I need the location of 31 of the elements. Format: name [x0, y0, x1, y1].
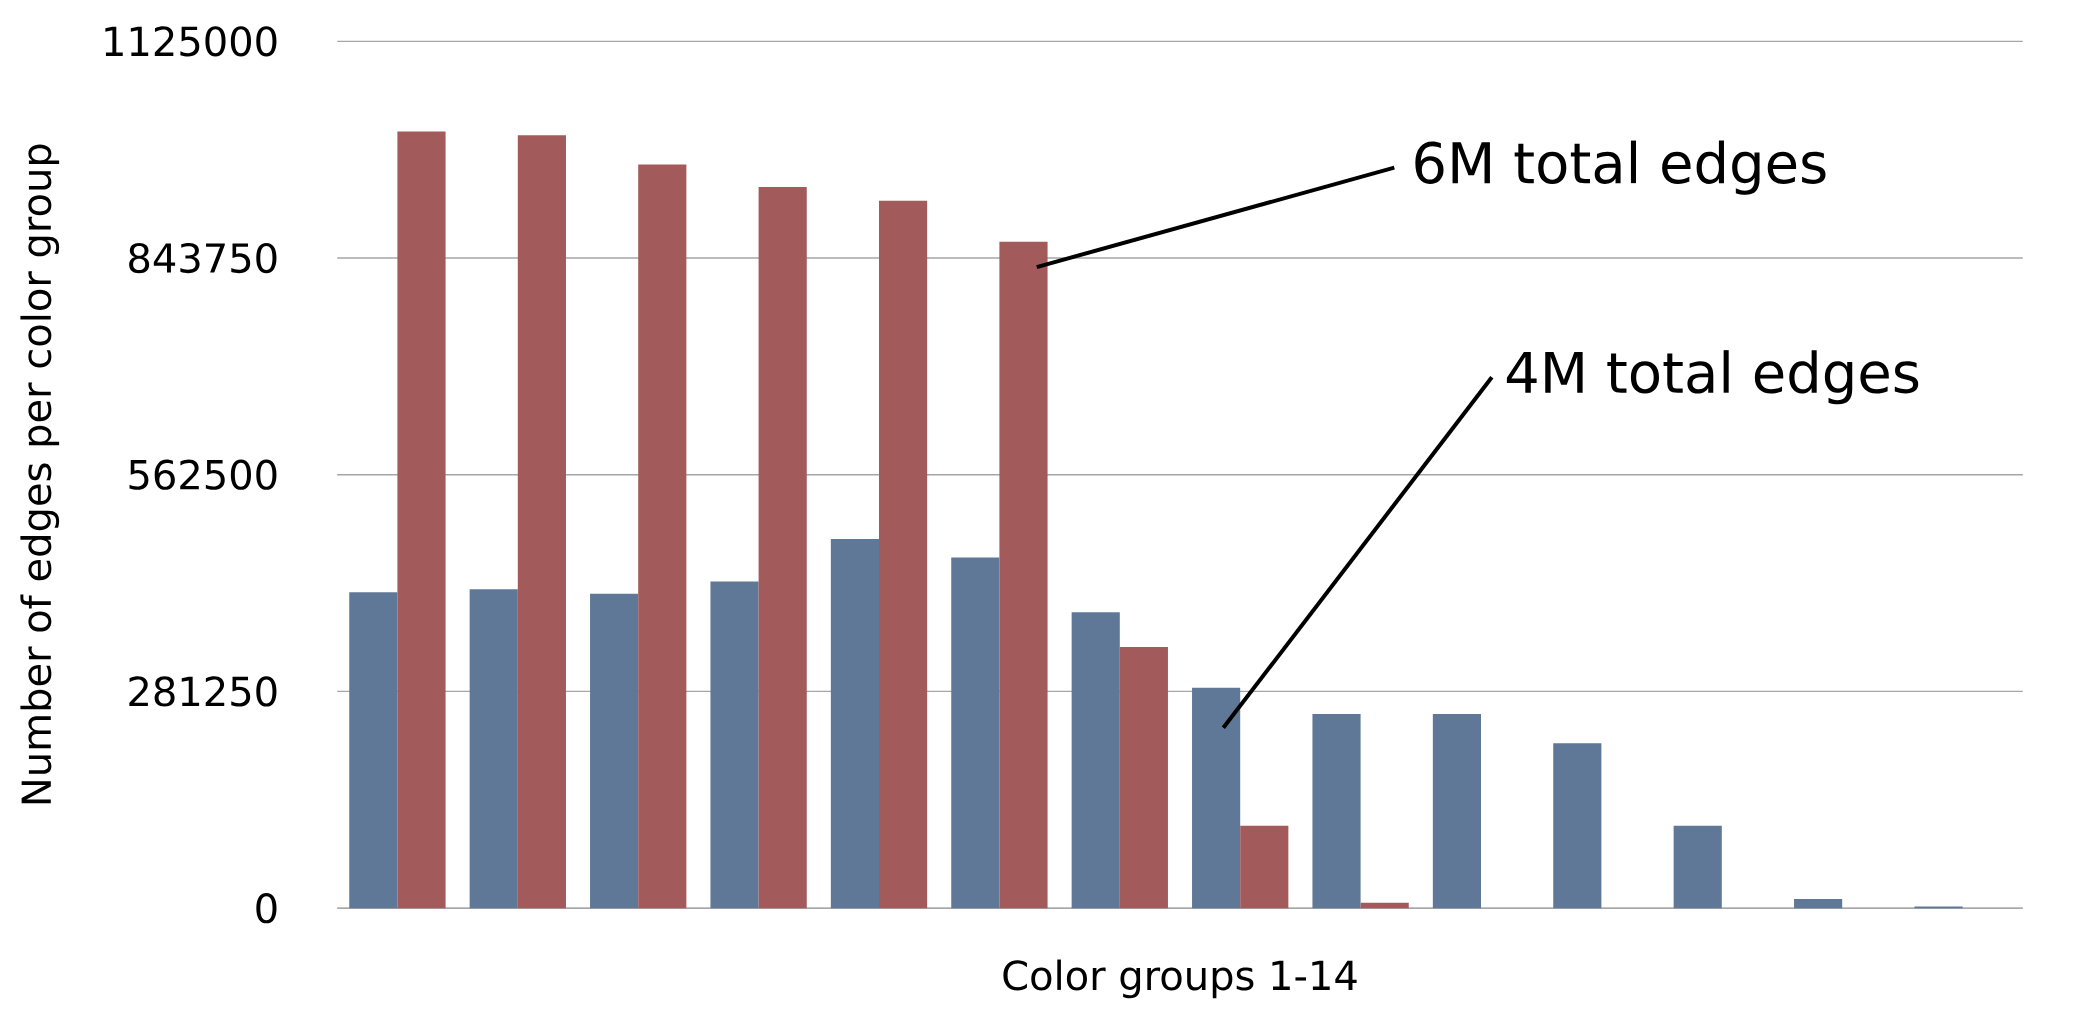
bar	[469, 588, 518, 908]
bar	[1119, 646, 1168, 908]
x-axis-title: Color groups 1-14	[1003, 959, 1357, 999]
bar	[710, 581, 759, 908]
bar	[638, 164, 687, 908]
bar	[397, 131, 446, 908]
bar	[1312, 713, 1361, 908]
y-tick-label: 0	[256, 892, 277, 924]
bar	[1360, 902, 1409, 908]
bar	[999, 241, 1048, 908]
y-tick-label: 1125000	[105, 25, 277, 57]
bar	[1553, 743, 1602, 908]
bar	[517, 135, 566, 908]
annotation: 6M total edges	[1415, 140, 1826, 195]
bar	[590, 593, 639, 908]
bar	[951, 557, 1000, 908]
bar	[879, 200, 928, 908]
bar	[1673, 825, 1722, 908]
bar	[1192, 687, 1241, 908]
bar	[758, 186, 807, 908]
y-tick-label: 843750	[129, 242, 277, 273]
bar	[1240, 825, 1289, 908]
y-tick-label: 281250	[129, 676, 277, 707]
bar	[1794, 898, 1843, 908]
bar	[1432, 713, 1481, 908]
bar	[830, 538, 879, 908]
annotation: 4M total edges	[1506, 349, 1919, 405]
y-tick-label: 562500	[129, 459, 277, 490]
bar	[1071, 612, 1120, 908]
bar	[349, 592, 398, 908]
y-axis-title: Number of edges per color group	[20, 144, 60, 803]
